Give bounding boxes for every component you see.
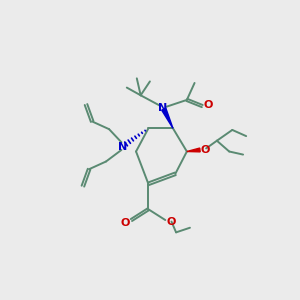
Polygon shape [187, 148, 200, 152]
Text: O: O [121, 218, 130, 228]
Text: O: O [201, 145, 210, 155]
Text: O: O [166, 217, 175, 226]
Text: O: O [204, 100, 213, 110]
Polygon shape [162, 108, 173, 128]
Text: N: N [118, 142, 127, 152]
Text: N: N [158, 103, 168, 113]
